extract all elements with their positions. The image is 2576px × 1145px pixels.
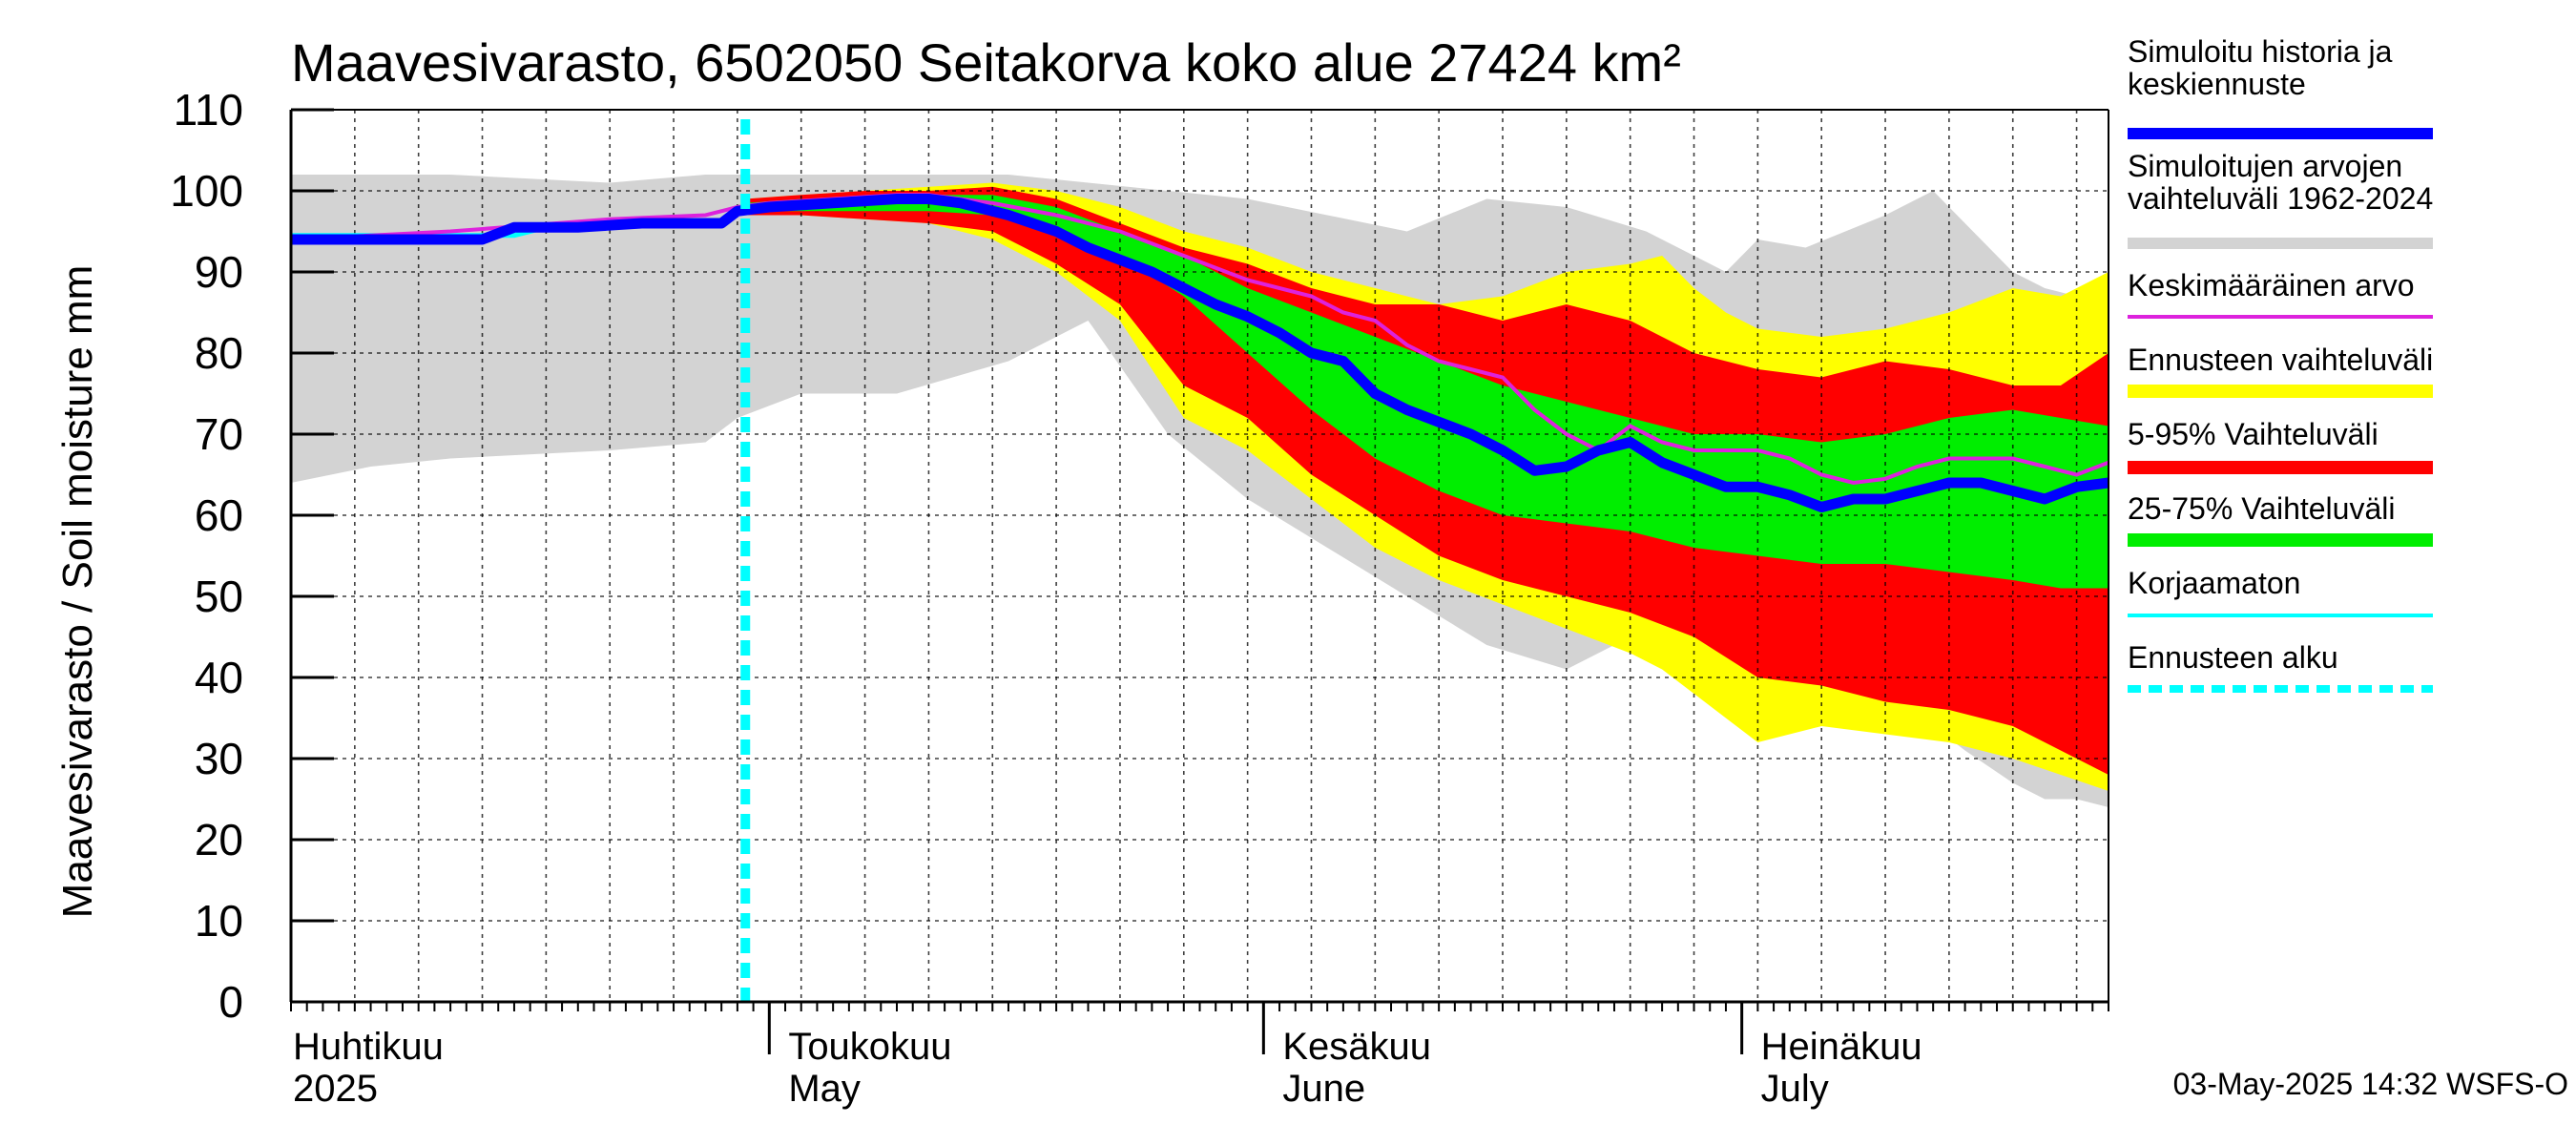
month-label-fi: Toukokuu: [788, 1026, 951, 1068]
y-tick-label: 90: [195, 247, 243, 297]
legend-label-uncorrected: Korjaamaton: [2128, 566, 2300, 600]
y-tick-label: 60: [195, 490, 243, 540]
y-tick-label: 10: [195, 896, 243, 946]
chart-title: Maavesivarasto, 6502050 Seitakorva koko …: [291, 32, 1681, 93]
month-label-en: June: [1282, 1068, 1365, 1110]
month-label-en: May: [788, 1068, 861, 1110]
legend-label-history_range: Simuloitujen arvojen: [2128, 149, 2402, 183]
y-tick-label: 100: [170, 166, 243, 216]
lines-layer: [290, 119, 2109, 1002]
y-tick-label: 110: [174, 85, 243, 135]
y-tick-label: 0: [218, 977, 243, 1027]
month-label-en: July: [1761, 1068, 1829, 1110]
legend-label-mean: Keskimääräinen arvo: [2128, 268, 2415, 302]
y-tick-label: 30: [195, 734, 243, 783]
legend-label-forecast_start: Ennusteen alku: [2128, 640, 2338, 675]
month-label-en: 2025: [293, 1068, 378, 1110]
legend-label-p5_95: 5-95% Vaihteluväli: [2128, 417, 2379, 451]
y-tick-label: 40: [195, 653, 243, 702]
month-label-fi: Heinäkuu: [1761, 1026, 1922, 1068]
legend-label-median: keskiennuste: [2128, 67, 2306, 101]
legend-label-forecast_range: Ennusteen vaihteluväli: [2128, 343, 2433, 377]
legend-label-p25_75: 25-75% Vaihteluväli: [2128, 491, 2395, 526]
y-tick-label: 20: [195, 815, 243, 864]
y-tick-label: 70: [195, 409, 243, 459]
legend-label-history_range: vaihteluväli 1962-2024: [2128, 181, 2433, 216]
y-axis-label: Maavesivarasto / Soil moisture mm: [54, 265, 101, 919]
y-tick-label: 50: [195, 572, 243, 621]
month-label-fi: Huhtikuu: [293, 1026, 444, 1068]
y-tick-label: 80: [195, 328, 243, 378]
footer-timestamp: 03-May-2025 14:32 WSFS-O: [2173, 1067, 2568, 1101]
history-median-line: [291, 194, 2109, 512]
legend-label-median: Simuloitu historia ja: [2128, 34, 2393, 69]
month-label-fi: Kesäkuu: [1282, 1026, 1431, 1068]
